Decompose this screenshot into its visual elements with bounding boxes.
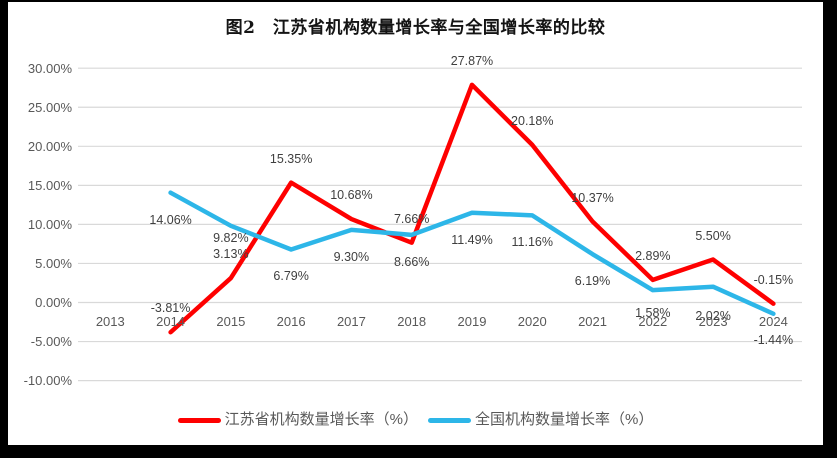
legend-label: 江苏省机构数量增长率（%） [224, 411, 418, 428]
data-label: 2.89% [635, 248, 671, 263]
legend: 江苏省机构数量增长率（%） 全国机构数量增长率（%） [8, 409, 823, 431]
legend-item-1: 全国机构数量增长率（%） [428, 410, 653, 430]
y-axis-tick-label: 25.00% [27, 99, 72, 115]
data-label: 9.82% [213, 230, 249, 245]
x-axis-tick-label: 2018 [397, 314, 427, 329]
legend-label: 全国机构数量增长率（%） [475, 411, 654, 428]
data-label: 7.66% [393, 211, 430, 226]
x-axis-tick-label: 2015 [216, 314, 246, 329]
data-label: 27.87% [450, 53, 494, 68]
x-axis-tick-label: 2017 [336, 314, 366, 329]
data-label: 8.66% [393, 254, 430, 269]
y-axis-tick-label: -5.00% [30, 334, 72, 350]
x-axis-tick-label: 2014 [156, 314, 186, 329]
data-label: -0.15% [753, 272, 794, 287]
photo-border-bottom [0, 445, 837, 458]
data-label: 15.35% [269, 151, 313, 166]
y-axis-tick-label: 15.00% [27, 177, 72, 193]
data-label: -3.81% [150, 301, 191, 316]
x-axis-tick-label: 2021 [578, 314, 607, 329]
x-axis-tick-label: 2022 [638, 314, 668, 329]
legend-line-swatch [177, 417, 221, 423]
data-label: 11.49% [451, 232, 493, 247]
x-axis-tick-label: 2023 [698, 314, 728, 329]
series-line-0 [168, 82, 776, 335]
y-axis-tick-label: -10.00% [23, 373, 72, 389]
data-label: 20.18% [511, 113, 554, 128]
data-label: 5.50% [695, 228, 731, 243]
series-line-1 [168, 190, 776, 316]
data-label: 6.19% [574, 274, 611, 289]
data-label: -1.44% [753, 332, 794, 347]
x-axis-tick-label: 2013 [95, 314, 125, 329]
x-axis-tick-label: 2020 [517, 314, 547, 329]
y-axis-tick-label: 0.00% [35, 295, 72, 310]
data-label: 6.79% [273, 269, 309, 284]
chart-title: 图2 江苏省机构数量增长率与全国增长率的比较 [225, 18, 606, 38]
x-axis-tick-label: 2024 [758, 314, 788, 329]
photo-border-left [0, 0, 8, 458]
data-label: 11.16% [511, 235, 553, 250]
photo-border-top [0, 0, 837, 2]
legend-item-0: 江苏省机构数量增长率（%） [177, 410, 418, 430]
x-axis-tick-label: 2019 [457, 314, 487, 329]
y-axis-tick-label: 20.00% [27, 138, 72, 154]
data-label: 10.68% [330, 188, 373, 203]
y-axis-tick-label: 10.00% [27, 216, 72, 232]
legend-line-swatch [428, 417, 471, 423]
y-axis-tick-label: 5.00% [35, 255, 72, 271]
x-axis-tick-label: 2016 [276, 314, 306, 329]
data-label: 2.02% [695, 308, 731, 323]
y-axis-tick-label: 30.00% [27, 60, 72, 76]
data-label: 10.37% [571, 190, 614, 205]
data-label: 1.58% [635, 306, 671, 321]
photo-border-right [823, 0, 837, 458]
data-label: 14.06% [149, 212, 192, 227]
data-label: 3.13% [213, 247, 249, 262]
data-label: 9.30% [333, 249, 370, 264]
